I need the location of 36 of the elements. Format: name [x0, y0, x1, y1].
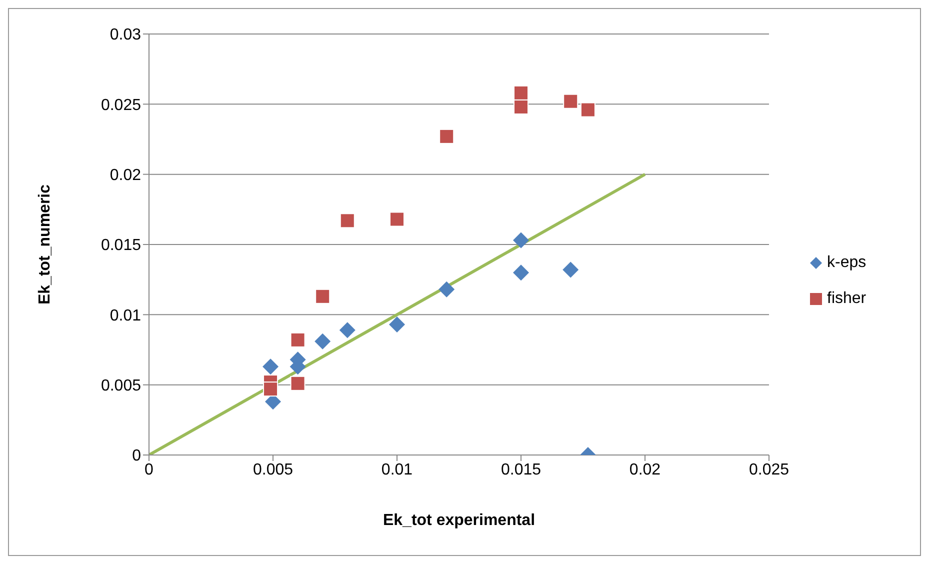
- legend-label: k-eps: [827, 254, 866, 272]
- point: [438, 281, 455, 298]
- x-tick-label: 0.01: [381, 461, 413, 478]
- point: [514, 85, 528, 100]
- point: [290, 332, 306, 348]
- point: [513, 264, 529, 281]
- y-tick-label: 0.025: [100, 96, 142, 114]
- legend-label: fisher: [827, 290, 866, 308]
- y-tick-label: 0: [132, 448, 142, 465]
- y-tick-label: 0.015: [100, 237, 142, 254]
- point: [314, 333, 331, 350]
- x-tick-label: 0.02: [629, 461, 661, 478]
- y-tick-label: 0.02: [110, 167, 142, 184]
- point: [514, 99, 528, 114]
- x-tick-label: 0.015: [500, 461, 542, 478]
- point: [263, 382, 278, 397]
- point: [389, 316, 405, 332]
- y-tick-label: 0.005: [100, 378, 142, 395]
- point: [563, 94, 578, 109]
- point: [340, 213, 355, 228]
- x-tick-label: 0.005: [252, 461, 294, 478]
- x-tick-label: 0: [144, 461, 154, 478]
- point: [439, 128, 454, 144]
- point: [339, 322, 356, 338]
- x-axis-title: Ek_tot experimental: [382, 512, 536, 529]
- point: [290, 376, 306, 391]
- point: [390, 212, 404, 227]
- x-tick-label: 0.025: [748, 461, 790, 478]
- y-tick-label: 0.01: [110, 307, 142, 324]
- point: [580, 102, 596, 118]
- point: [562, 262, 579, 278]
- y-axis-title: Ek_tot_numeric: [36, 184, 54, 305]
- point: [262, 358, 279, 375]
- y-tick-label: 0.03: [110, 26, 142, 44]
- point: [315, 288, 330, 304]
- point: [513, 232, 529, 248]
